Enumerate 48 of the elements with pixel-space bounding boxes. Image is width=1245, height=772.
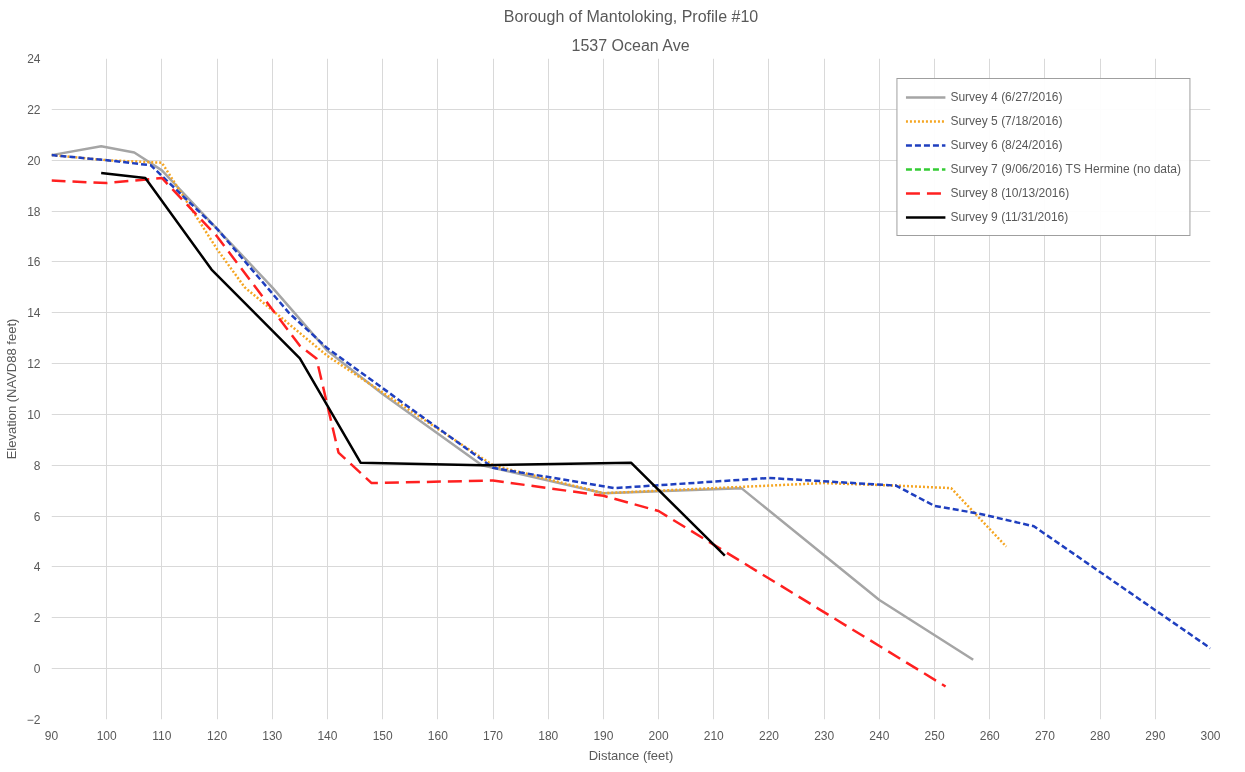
legend-label: Survey 4 (6/27/2016)	[950, 90, 1063, 104]
line-series	[99, 171, 727, 557]
x-tick-label: 110	[152, 728, 172, 743]
y-tick-label: 22	[27, 102, 41, 117]
y-tick-label: 6	[33, 509, 41, 524]
x-tick-label: 200	[648, 728, 669, 743]
y-tick-label: 14	[27, 306, 41, 321]
x-tick-label: 170	[483, 728, 504, 743]
legend-label: Survey 8 (10/13/2016)	[950, 186, 1070, 200]
line-series	[51, 153, 1211, 650]
y-tick-label: 10	[27, 407, 41, 422]
x-tick-label: 240	[869, 728, 890, 743]
x-tick-label: 160	[427, 728, 449, 743]
legend-label: Survey 5 (7/18/2016)	[950, 114, 1063, 128]
y-tick-label: 2	[33, 611, 41, 626]
x-tick-label: 180	[538, 728, 559, 743]
x-tick-label: 260	[979, 728, 1001, 743]
y-tick-label: 4	[33, 560, 41, 575]
x-tick-label: 130	[262, 728, 283, 743]
chart-title: Borough of Mantoloking, Profile #10	[503, 7, 759, 25]
legend-label: Survey 7 (9/06/2016) TS Hermine (no data)	[950, 162, 1181, 176]
y-tick-label: 8	[33, 458, 41, 473]
y-tick-label: 16	[27, 255, 41, 270]
legend-label: Survey 6 (8/24/2016)	[950, 138, 1063, 152]
x-tick-label: 290	[1145, 728, 1166, 743]
x-tick-label: 190	[593, 728, 614, 743]
x-tick-label: 250	[924, 728, 945, 743]
x-tick-label: 120	[207, 728, 228, 743]
x-tick-label: 210	[703, 728, 725, 743]
chart-subtitle: 1537 Ocean Ave	[571, 36, 690, 54]
x-tick-label: 280	[1090, 728, 1111, 743]
x-tick-label: 230	[814, 728, 835, 743]
x-axis-title: Distance (feet)	[588, 747, 674, 763]
x-tick-label: 140	[317, 728, 338, 743]
y-tick-label: 18	[27, 204, 41, 219]
x-tick-label: 220	[758, 728, 780, 743]
x-tick-label: 90	[44, 728, 59, 743]
y-axis-title: Elevation (NAVD88 feet)	[3, 318, 19, 460]
y-tick-label: 12	[27, 357, 41, 372]
y-tick-label: 20	[27, 153, 41, 168]
legend-label: Survey 9 (11/31/2016)	[950, 210, 1069, 224]
x-tick-label: 300	[1200, 728, 1221, 743]
y-tick-label: −2	[26, 713, 41, 727]
x-tick-label: 100	[96, 728, 118, 743]
y-tick-label: 24	[27, 52, 41, 66]
x-tick-label: 150	[372, 728, 393, 743]
x-tick-label: 270	[1034, 728, 1056, 743]
y-tick-label: 0	[33, 662, 41, 677]
